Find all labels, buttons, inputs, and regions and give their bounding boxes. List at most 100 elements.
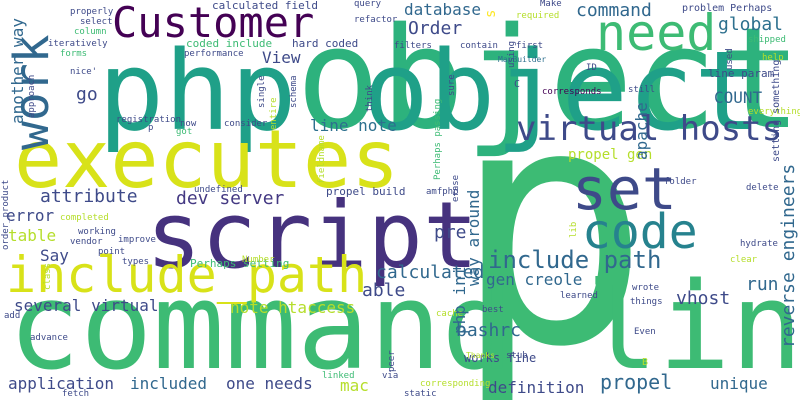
cloud-word-note-htaccess: note htaccess xyxy=(230,298,356,317)
cloud-word-count: COUNT xyxy=(714,88,763,107)
cloud-word-dev-server: dev server xyxy=(176,188,285,209)
cloud-word-database: database xyxy=(404,0,482,19)
cloud-word-p-small: p xyxy=(148,123,154,133)
cloud-word-included: included xyxy=(130,374,208,393)
cloud-word-customer: Customer xyxy=(112,0,315,47)
cloud-word-select: select xyxy=(80,17,113,27)
cloud-word-still: still xyxy=(628,85,656,95)
cloud-word-run: run xyxy=(746,274,779,295)
cloud-word-think: think xyxy=(365,84,375,112)
cloud-word-line-param: line param xyxy=(708,67,775,80)
cloud-word-number: Number xyxy=(242,255,275,265)
cloud-word-delete: delete xyxy=(746,183,779,193)
cloud-word-bashrc: bashrc xyxy=(456,320,522,341)
cloud-word-filters: filters xyxy=(394,41,432,51)
cloud-word-clear: clear xyxy=(730,255,758,265)
cloud-word-fetch: fetch xyxy=(62,389,90,399)
cloud-word-consider: consider xyxy=(224,119,268,129)
cloud-word-lib: lib xyxy=(569,221,579,238)
cloud-word-global: global xyxy=(718,14,784,35)
cloud-word-advance: advance xyxy=(30,333,68,343)
cloud-word-sure: sure xyxy=(447,74,457,96)
cloud-word-things: things xyxy=(630,297,663,307)
cloud-word-folder: folder xyxy=(664,177,697,187)
cloud-word-virtual-hosts: virtual hosts xyxy=(516,109,783,149)
cloud-word-add: add xyxy=(4,311,21,321)
cloud-word-forms: forms xyxy=(60,49,88,59)
cloud-word-make: Make xyxy=(540,0,562,9)
cloud-word-several-virtual: several virtual xyxy=(14,296,159,315)
cloud-word-php-object: php object xyxy=(98,27,761,155)
cloud-word-propel-build: propel build xyxy=(326,185,406,198)
cloud-word-apache: apache xyxy=(632,102,651,160)
cloud-word-entire: entire xyxy=(269,97,279,130)
cloud-word-shipped: shipped xyxy=(748,35,786,45)
cloud-word-perhaps-setting: Perhaps setting xyxy=(190,257,290,270)
cloud-word-order: Order xyxy=(408,18,463,39)
cloud-word-able: able xyxy=(362,280,406,301)
cloud-word-help: help xyxy=(762,53,784,63)
cloud-word-hard-coded: hard coded xyxy=(292,37,359,50)
cloud-word-go: go xyxy=(76,84,98,105)
cloud-word-using: using xyxy=(507,40,517,68)
cloud-word-php-ini: php ini xyxy=(450,266,469,334)
cloud-word-need: need xyxy=(596,4,717,62)
cloud-word-static: static xyxy=(404,389,437,399)
cloud-word-line-note: line note xyxy=(310,116,397,135)
cloud-word-working: working xyxy=(78,227,116,237)
cloud-word-properly: properly xyxy=(70,7,114,17)
cloud-word-b: B xyxy=(642,357,649,368)
cloud-word-include-path: include path xyxy=(488,246,662,274)
cloud-word-column: column xyxy=(74,27,107,37)
cloud-word-works-fine: works fine xyxy=(464,351,537,365)
cloud-word-wrote: wrote xyxy=(632,283,660,293)
cloud-word-command-line: command line xyxy=(8,258,800,397)
cloud-word-best: best xyxy=(482,305,504,315)
cloud-word-code: code xyxy=(582,204,698,260)
cloud-word-say: Say xyxy=(40,246,69,265)
cloud-word-even: Even xyxy=(634,327,656,337)
cloud-word-query: query xyxy=(354,0,382,9)
cloud-word-gen-creole: gen creole xyxy=(486,270,583,289)
cloud-word-command: command xyxy=(576,0,652,21)
cloud-word-corresponding: corresponding xyxy=(420,379,491,389)
cloud-word-object: object xyxy=(296,0,800,161)
cloud-word-c: C xyxy=(514,79,521,90)
cloud-word-single: single xyxy=(257,75,267,108)
cloud-word-types: types xyxy=(122,257,150,267)
cloud-word-unique: unique xyxy=(710,374,768,393)
cloud-word-hydrate: hydrate xyxy=(740,239,778,249)
cloud-word-cache: cache xyxy=(436,309,464,319)
cloud-word-required: required xyxy=(516,11,560,21)
cloud-word-order-product: order_product xyxy=(1,179,11,250)
cloud-word-via: via xyxy=(382,371,399,381)
cloud-word-mapbuilder: MapBuilder xyxy=(498,55,547,64)
cloud-word-id: ID xyxy=(586,63,597,73)
cloud-word-first: first xyxy=(516,41,544,51)
cloud-word-fieldname: fieldname xyxy=(317,135,327,184)
cloud-word-linked: linked xyxy=(322,371,355,381)
cloud-word-executes: executes xyxy=(14,113,400,206)
cloud-word-used: used xyxy=(725,48,735,70)
cloud-word-everything: everything xyxy=(748,107,800,117)
cloud-word-now: now xyxy=(180,119,197,129)
cloud-word-peer: peer xyxy=(387,350,397,372)
cloud-word-table: table xyxy=(8,226,57,245)
cloud-word-s: s xyxy=(483,9,499,18)
cloud-word-undefined: undefined xyxy=(194,185,243,195)
cloud-word-vhost: vhost xyxy=(676,288,731,309)
cloud-word-pre: pre xyxy=(434,222,467,243)
cloud-word-view: View xyxy=(262,48,301,67)
cloud-word-learned: learned xyxy=(560,291,598,301)
cloud-word-setting-something: setting something xyxy=(771,59,782,162)
cloud-word-performance: performance xyxy=(184,49,244,59)
cloud-word-mac: mac xyxy=(340,376,369,395)
cloud-word-point: point xyxy=(98,247,126,257)
cloud-word-another-way: another way xyxy=(8,18,27,124)
cloud-word-attribute: attribute xyxy=(40,186,138,207)
cloud-word-perhaps-passing: Perhaps passing xyxy=(433,98,443,180)
cloud-word-vendor: vendor xyxy=(70,237,103,247)
cloud-word-definition: definition xyxy=(488,378,585,397)
cloud-word-propel-gen: propel gen xyxy=(568,147,653,163)
